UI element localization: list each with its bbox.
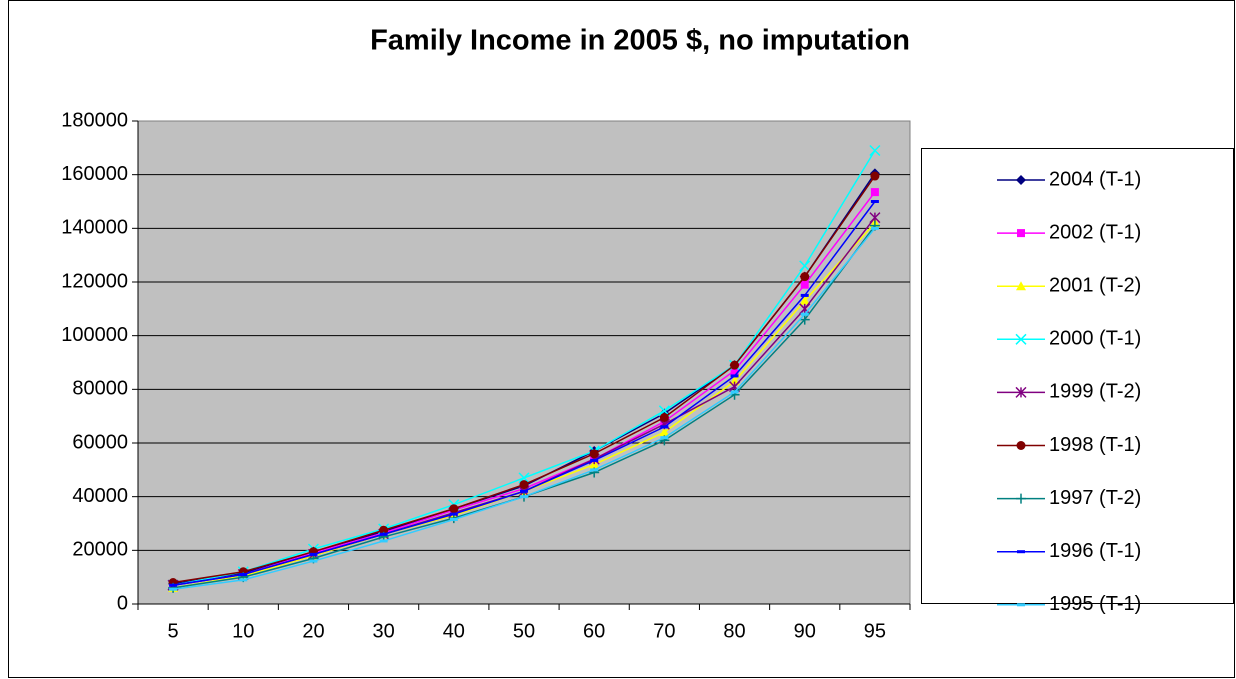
legend-label: 1996 (T-1): [1049, 540, 1141, 562]
marker: [800, 293, 809, 297]
y-tick-label: 100000: [61, 324, 128, 346]
marker: [309, 552, 318, 556]
x-tick-label: 5: [168, 620, 179, 642]
marker: [870, 226, 879, 230]
y-tick-label: 0: [117, 592, 128, 614]
marker: [660, 436, 669, 440]
marker: [239, 572, 248, 576]
marker: [870, 171, 880, 181]
x-tick-label: 70: [653, 620, 675, 642]
x-tick-label: 90: [794, 620, 816, 642]
marker: [449, 517, 458, 521]
legend-label: 1998 (T-1): [1049, 434, 1141, 456]
legend-marker: [1015, 386, 1027, 398]
marker: [518, 472, 530, 484]
marker: [520, 495, 528, 499]
marker: [309, 559, 318, 563]
marker: [169, 583, 178, 587]
legend-marker: [1017, 603, 1025, 607]
y-tick-label: 20000: [72, 539, 128, 561]
marker: [869, 144, 881, 157]
marker: [730, 374, 739, 378]
marker: [799, 314, 810, 325]
marker: [730, 360, 740, 370]
marker: [799, 260, 811, 272]
marker: [799, 303, 811, 315]
legend-marker: [1016, 281, 1026, 291]
x-tick-label: 40: [443, 620, 465, 642]
marker: [379, 539, 388, 543]
legend-marker: [1017, 550, 1025, 554]
marker: [870, 188, 879, 197]
marker: [659, 413, 669, 423]
legend-marker: [1016, 441, 1026, 450]
marker: [379, 525, 389, 535]
marker: [169, 587, 178, 591]
marker: [590, 458, 599, 462]
legend-label: 2001 (T-2): [1049, 274, 1141, 296]
y-tick-label: 60000: [72, 431, 128, 453]
legend-label: 2000 (T-1): [1049, 328, 1141, 350]
marker: [519, 480, 529, 490]
marker: [449, 512, 458, 516]
marker: [730, 366, 739, 375]
y-tick-label: 40000: [72, 485, 128, 507]
y-tick-label: 160000: [61, 163, 128, 185]
marker: [870, 200, 879, 203]
chart-title: Family Income in 2005 $, no imputation: [370, 25, 910, 57]
legend-marker: [1015, 333, 1027, 345]
plot-area: [137, 120, 911, 605]
legend-label: 1995 (T-1): [1049, 593, 1141, 615]
marker: [379, 532, 388, 536]
legend-label: 2002 (T-1): [1049, 221, 1141, 243]
x-tick-label: 30: [373, 620, 395, 642]
legend-label: 1999 (T-2): [1049, 381, 1141, 403]
marker: [449, 504, 459, 514]
marker: [799, 295, 810, 305]
marker: [589, 449, 599, 459]
y-tick-label: 180000: [61, 109, 128, 131]
legend-label: 2004 (T-1): [1049, 168, 1141, 190]
x-tick-label: 10: [232, 620, 254, 642]
legend-marker: [1016, 493, 1026, 504]
legend-label: 1997 (T-2): [1049, 487, 1141, 509]
marker: [659, 427, 670, 437]
x-tick-label: 80: [723, 620, 745, 642]
marker: [730, 390, 739, 394]
y-tick-label: 80000: [72, 378, 128, 400]
x-tick-label: 95: [864, 620, 886, 642]
y-tick-label: 120000: [61, 270, 128, 292]
marker: [590, 468, 599, 472]
marker: [660, 425, 669, 429]
marker: [800, 272, 810, 282]
x-tick-label: 50: [513, 620, 535, 642]
legend-marker: [1017, 229, 1025, 238]
x-tick-label: 60: [583, 620, 605, 642]
marker: [520, 489, 528, 493]
marker: [800, 280, 809, 289]
legend-box: [921, 148, 1234, 604]
x-tick-label: 20: [302, 620, 324, 642]
legend-marker: [1016, 175, 1026, 185]
marker: [239, 578, 248, 582]
y-tick-label: 140000: [61, 217, 128, 239]
marker: [800, 312, 809, 316]
